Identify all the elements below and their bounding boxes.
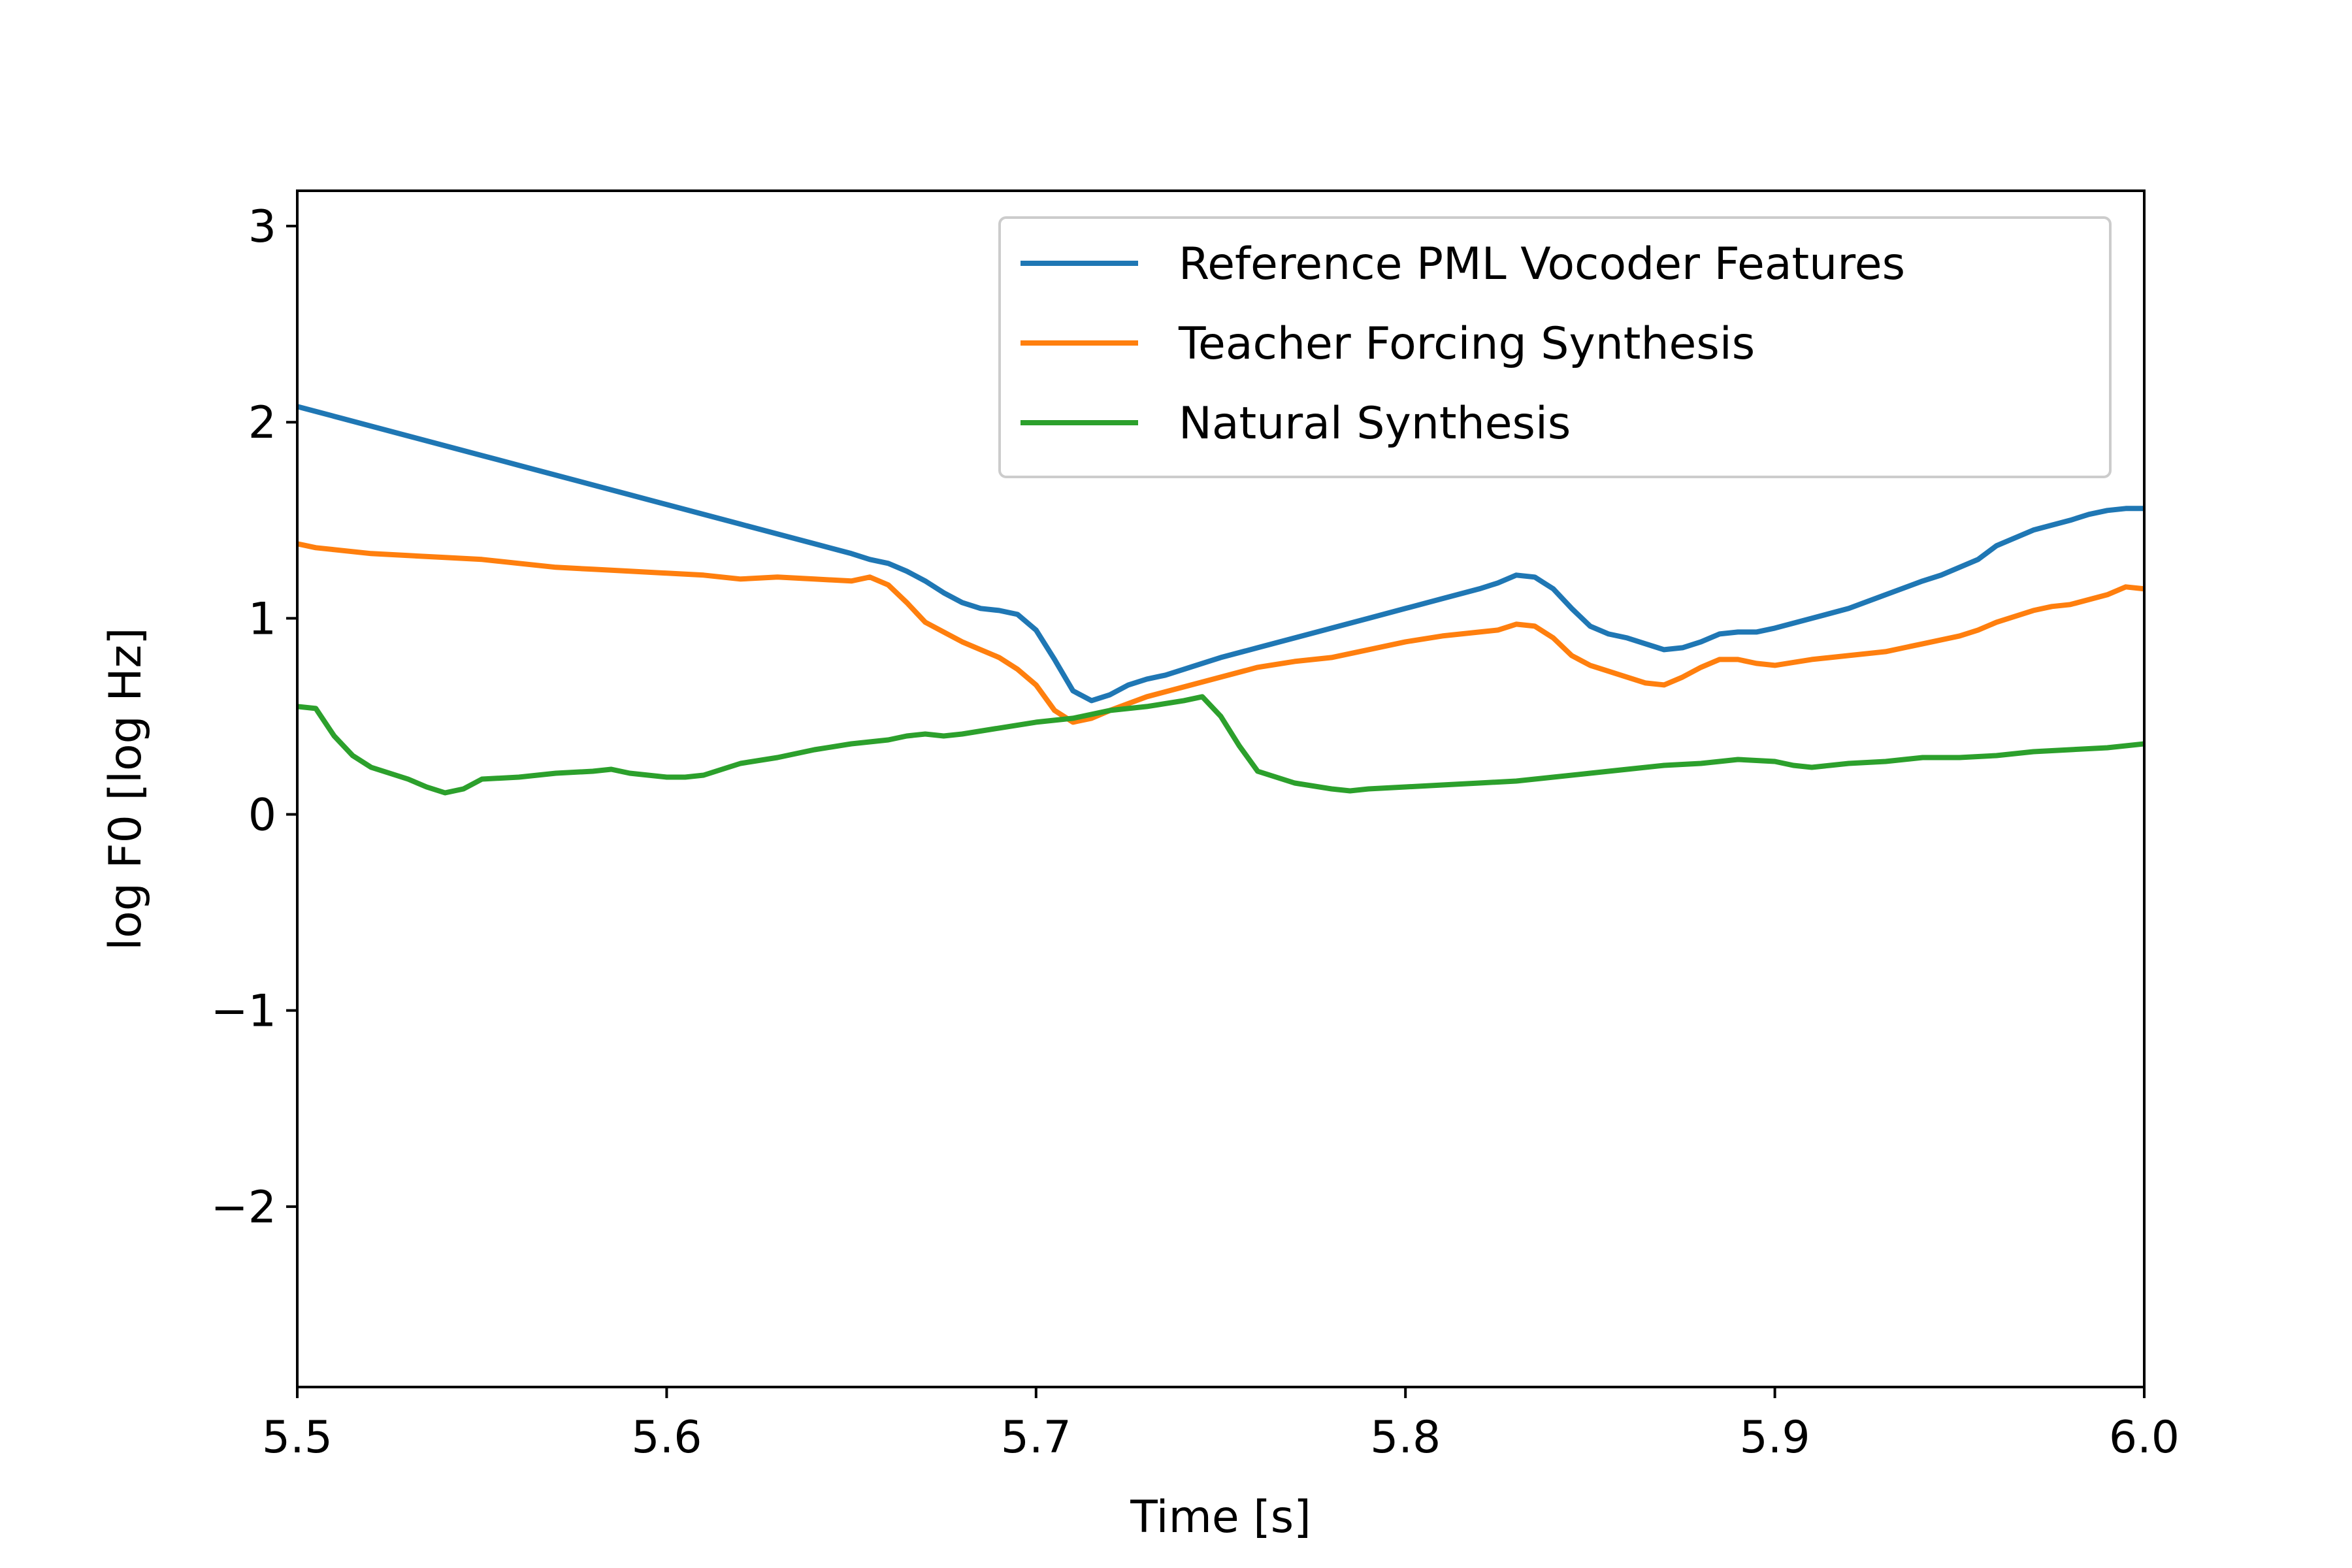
legend-label-3: Natural Synthesis [1179,398,1571,449]
series-line-1 [297,404,2144,704]
y-axis-title: log F0 [log Hz] [100,627,152,950]
y-tick-label: 2 [248,397,276,449]
plot-frame [296,189,2146,1388]
x-tick-label: 5.9 [1740,1412,1810,1463]
y-tick-label: 3 [248,201,276,253]
series-layer [297,404,2144,796]
series-line-3 [297,694,2144,796]
x-tick-label: 5.6 [631,1412,702,1463]
x-axis-title: Time [s] [1130,1492,1311,1543]
y-tick-label: 1 [248,593,276,645]
x-tick-label: 6.0 [2109,1412,2180,1463]
x-tick-label: 5.7 [1001,1412,1071,1463]
x-tick-label: 5.5 [262,1412,333,1463]
legend-box [998,216,2112,478]
x-tick-label: 5.8 [1370,1412,1441,1463]
y-tick-label: −2 [211,1182,276,1233]
series-line-2 [297,541,2144,725]
y-tick-label: −1 [211,986,276,1037]
legend: Reference PML Vocoder Features Teacher Fo… [998,216,2112,478]
y-tick-label: 0 [248,790,276,841]
ticks-layer: 5.5 5.6 5.7 5.8 5.9 6.0 3 2 1 0 −1 −2 [211,201,2180,1463]
legend-label-1: Reference PML Vocoder Features [1179,238,1905,290]
legend-label-2: Teacher Forcing Synthesis [1178,318,1755,370]
